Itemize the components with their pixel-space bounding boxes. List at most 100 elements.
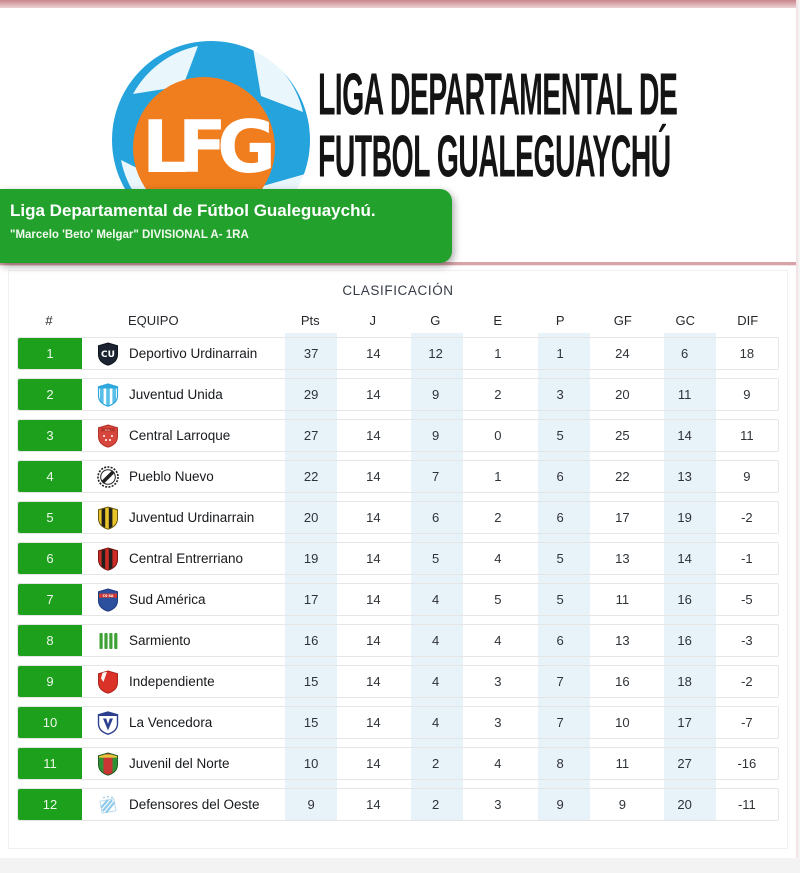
standings-table: # EQUIPO Pts J G E P GF GC DIF 1 CU Deportivo Urd… — [17, 303, 779, 821]
column-header-equipo: EQUIPO — [128, 312, 179, 328]
stat-cell: -11 — [737, 797, 756, 812]
table-row: 3 C.L. Central Larroque 27 14 9 0 5 25 14 11 — [17, 419, 779, 452]
stat-cell: 2 — [494, 510, 502, 525]
position-cell: 3 — [18, 420, 82, 451]
org-title: LIGA DEPARTAMENTAL DE FUTBOL GUALEGUAYCH… — [318, 64, 800, 188]
stat-cell: 18 — [739, 346, 755, 361]
table-row: 1 CU Deportivo Urdinarrain 37 14 12 1 1 24 6 18 — [17, 337, 779, 370]
stat-cell: 27 — [677, 756, 692, 771]
team-cell: Juventud Unida — [82, 379, 280, 410]
table-row: 11 Juvenil del Norte 10 14 2 4 8 11 27 -16 — [17, 747, 779, 780]
stat-cell: 14 — [366, 469, 381, 484]
team-badge-icon — [97, 751, 119, 776]
team-badge-icon — [97, 710, 119, 735]
stat-cell: 4 — [432, 715, 440, 730]
stat-cell: 14 — [366, 428, 381, 443]
team-name: Pueblo Nuevo — [129, 469, 214, 484]
team-badge-icon: C.L. — [97, 423, 119, 448]
column-header-gc: GC — [675, 312, 696, 328]
table-row: 7 CS-SA Sud América 17 14 4 5 5 11 16 -5 — [17, 583, 779, 616]
stat-cell: 5 — [556, 551, 564, 566]
stat-cell: 20 — [615, 387, 630, 402]
stat-cell: 27 — [303, 428, 319, 443]
stat-cell: -5 — [741, 592, 753, 607]
column-header-p: P — [555, 312, 565, 328]
stat-cell: 4 — [494, 633, 502, 648]
stat-cell: 25 — [615, 428, 630, 443]
table-row: 10 La Vencedora 15 14 4 3 7 10 17 -7 — [17, 706, 779, 739]
stat-cell: 15 — [303, 715, 319, 730]
stat-cell: 3 — [494, 797, 502, 812]
stat-cell: 29 — [303, 387, 319, 402]
stat-cell: 9 — [307, 797, 315, 812]
stat-cell: 1 — [556, 346, 564, 361]
stat-cell: 11 — [677, 387, 692, 402]
stat-cell: 16 — [677, 592, 692, 607]
column-stripe — [538, 333, 590, 821]
stat-cell: 14 — [677, 551, 692, 566]
stat-cell: 16 — [615, 674, 630, 689]
team-cell: CS-SA Sud América — [82, 584, 280, 615]
stat-cell: 14 — [366, 346, 381, 361]
stat-cell: 7 — [556, 674, 564, 689]
stat-cell: 14 — [366, 797, 381, 812]
column-header-pts: Pts — [300, 312, 320, 328]
stat-cell: 11 — [740, 428, 754, 443]
standings-title: CLASIFICACIÓN — [342, 283, 454, 298]
stat-cell: 11 — [615, 756, 630, 771]
position-cell: 6 — [18, 543, 82, 574]
team-name: Sarmiento — [129, 633, 191, 648]
stat-cell: 3 — [494, 674, 502, 689]
team-badge-icon: CS-SA — [97, 587, 119, 612]
stat-cell: 4 — [432, 592, 440, 607]
position-cell: 11 — [18, 748, 82, 779]
stat-cell: 14 — [677, 428, 692, 443]
stat-cell: 13 — [615, 633, 630, 648]
stat-cell: 12 — [428, 346, 443, 361]
team-cell: Juventud Urdinarrain — [82, 502, 280, 533]
team-cell: CU Deportivo Urdinarrain — [82, 338, 280, 369]
stat-cell: 6 — [681, 346, 689, 361]
column-stripe — [664, 333, 716, 821]
stat-cell: 14 — [366, 592, 381, 607]
table-header-row: # EQUIPO Pts J G E P GF GC DIF — [17, 303, 779, 337]
svg-text:LFG: LFG — [142, 105, 271, 189]
stat-cell: 16 — [677, 633, 692, 648]
team-cell: Independiente — [82, 666, 280, 697]
svg-text:C.L.: C.L. — [105, 428, 111, 432]
masthead: LFG LIGA DEPARTAMENTAL DE FUTBOL GUALEGU… — [0, 8, 796, 263]
team-name: La Vencedora — [129, 715, 213, 730]
stat-cell: 17 — [677, 715, 692, 730]
position-cell: 5 — [18, 502, 82, 533]
stat-cell: 7 — [556, 715, 564, 730]
stat-cell: 14 — [366, 551, 381, 566]
stat-cell: 9 — [432, 428, 440, 443]
stat-cell: 11 — [615, 592, 630, 607]
stat-cell: 4 — [432, 633, 440, 648]
table-row: 5 Juventud Urdinarrain 20 14 6 2 6 17 19 -2 — [17, 501, 779, 534]
stat-cell: -1 — [741, 551, 753, 566]
stat-cell: 5 — [556, 592, 564, 607]
stat-cell: -16 — [737, 756, 757, 771]
stat-cell: 22 — [615, 469, 630, 484]
table-row: 4 Pueblo Nuevo 22 14 7 1 6 22 13 9 — [17, 460, 779, 493]
column-header-g: G — [430, 312, 441, 328]
stat-cell: -7 — [741, 715, 753, 730]
column-header-j: J — [369, 312, 377, 328]
team-badge-icon — [97, 629, 119, 653]
stat-cell: 14 — [366, 633, 381, 648]
team-name: Sud América — [129, 592, 206, 607]
team-name: Juventud Unida — [129, 387, 223, 402]
column-header-pos: # — [45, 312, 53, 328]
stat-cell: 14 — [366, 387, 381, 402]
column-stripe — [285, 333, 337, 821]
team-cell: Defensores del Oeste — [82, 789, 280, 820]
stat-cell: 4 — [494, 756, 502, 771]
column-header-dif: DIF — [737, 312, 759, 328]
team-badge-icon — [97, 382, 119, 407]
position-cell: 2 — [18, 379, 82, 410]
table-row: 12 Defensores del Oeste 9 14 2 3 9 9 20 -11 — [17, 788, 779, 821]
stat-cell: 14 — [366, 674, 381, 689]
stat-cell: 3 — [556, 387, 564, 402]
